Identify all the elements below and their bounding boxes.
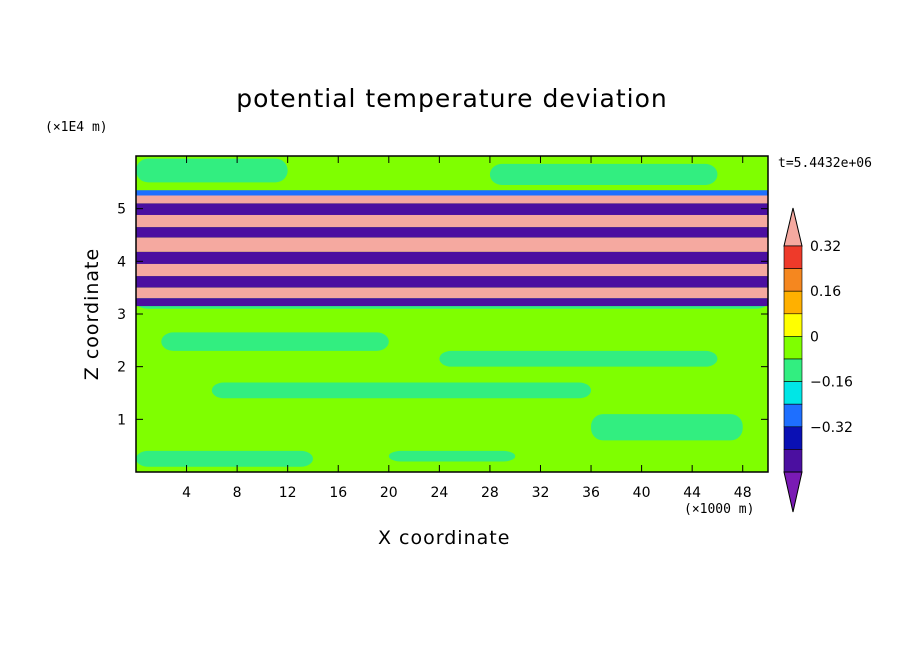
temperature-band bbox=[136, 195, 768, 204]
colorbar-label: 0.32 bbox=[810, 239, 841, 255]
background-patch bbox=[136, 158, 288, 183]
time-label: t=5.4432e+06 bbox=[778, 156, 872, 171]
background-patch bbox=[489, 163, 718, 185]
colorbar-arrow-top bbox=[783, 207, 803, 247]
y-axis-unit: (×1E4 m) bbox=[45, 120, 108, 135]
colorbar-segment bbox=[783, 290, 803, 315]
y-tick-label: 4 bbox=[117, 254, 126, 270]
x-axis-label: X coordinate bbox=[378, 527, 511, 549]
temperature-bands bbox=[136, 190, 768, 307]
x-tick-label: 40 bbox=[633, 485, 651, 501]
x-tick-label: 20 bbox=[380, 485, 398, 501]
temperature-band bbox=[136, 251, 768, 264]
y-tick-label: 5 bbox=[117, 202, 126, 218]
colorbar-segment bbox=[783, 313, 803, 337]
colorbar-segment bbox=[783, 358, 803, 382]
temperature-band bbox=[136, 298, 768, 307]
colorbar-label: 0.16 bbox=[810, 284, 841, 300]
x-tick-label: 16 bbox=[329, 485, 347, 501]
x-tick-label: 12 bbox=[279, 485, 297, 501]
temperature-band bbox=[136, 214, 768, 228]
x-tick-label: 8 bbox=[233, 485, 242, 501]
colorbar-arrow-bottom bbox=[783, 471, 803, 513]
x-tick-label: 48 bbox=[734, 485, 752, 501]
x-axis-unit: (×1000 m) bbox=[684, 502, 755, 517]
x-tick-label: 36 bbox=[582, 485, 600, 501]
temperature-band bbox=[136, 287, 768, 299]
temperature-band bbox=[136, 263, 768, 277]
background-patch bbox=[591, 414, 743, 441]
background-patch bbox=[136, 450, 313, 467]
colorbar-label: 0 bbox=[810, 329, 819, 345]
temperature-band bbox=[136, 276, 768, 288]
temperature-band bbox=[136, 227, 768, 238]
x-tick-label: 24 bbox=[430, 485, 448, 501]
temperature-band bbox=[136, 190, 768, 196]
colorbar-segment bbox=[783, 336, 803, 360]
colorbar: 0.32 0.16 0 −0.16 −0.32 bbox=[783, 207, 853, 513]
colorbar-segment bbox=[783, 426, 803, 450]
colorbar-segment bbox=[783, 381, 803, 405]
colorbar-segment bbox=[783, 449, 803, 473]
background-patch bbox=[439, 350, 718, 367]
chart-title: potential temperature deviation bbox=[236, 84, 668, 113]
x-tick-label: 32 bbox=[532, 485, 550, 501]
x-tick-label: 44 bbox=[683, 485, 701, 501]
background-patch bbox=[388, 450, 516, 462]
x-tick-label: 28 bbox=[481, 485, 499, 501]
temperature-band bbox=[136, 237, 768, 252]
colorbar-label: −0.16 bbox=[810, 375, 853, 391]
y-tick-label: 3 bbox=[117, 307, 126, 323]
colorbar-label: −0.32 bbox=[810, 420, 853, 436]
background-patch bbox=[161, 332, 389, 351]
colorbar-segment bbox=[783, 245, 803, 269]
colorbar-segment bbox=[783, 268, 803, 292]
y-tick-label: 2 bbox=[117, 360, 126, 376]
temperature-band bbox=[136, 203, 768, 215]
y-tick-label: 1 bbox=[117, 412, 126, 428]
colorbar-segment bbox=[783, 403, 803, 428]
background-patch bbox=[211, 382, 592, 399]
x-tick-label: 4 bbox=[182, 485, 191, 501]
